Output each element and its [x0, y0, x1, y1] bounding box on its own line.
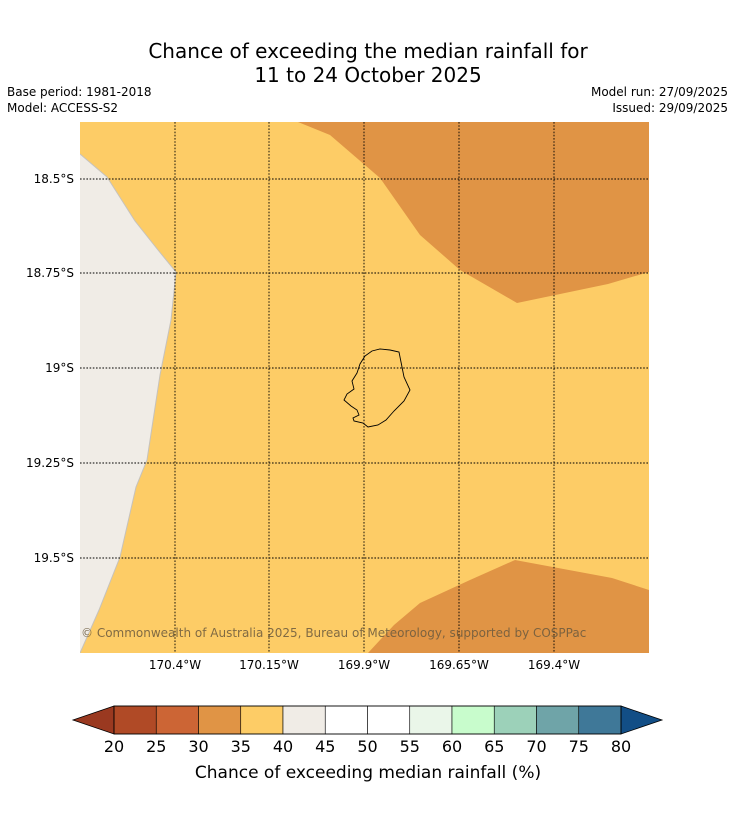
colorbar-tick-label: 40	[273, 737, 293, 756]
colorbar-segment	[451, 705, 495, 735]
lon-label-169-65: 169.65°W	[429, 658, 489, 672]
colorbar-tick-label: 60	[442, 737, 462, 756]
colorbar-under-arrow	[71, 705, 115, 735]
colorbar-segment	[536, 705, 580, 735]
niue-island-coastline	[343, 348, 411, 428]
chart-title-line-1: Chance of exceeding the median rainfall …	[148, 39, 588, 63]
colorbar-tick-label: 55	[400, 737, 420, 756]
colorbar-segment	[113, 705, 157, 735]
model-name: Model: ACCESS-S2	[7, 101, 119, 115]
lon-label-170-4: 170.4°W	[149, 658, 201, 672]
colorbar-segment	[493, 705, 537, 735]
copyright-text: © Commonwealth of Australia 2025, Bureau…	[81, 626, 586, 640]
lat-label-19-5: 19.5°S	[34, 551, 74, 565]
colorbar-segment	[409, 705, 453, 735]
colorbar-tick-label: 65	[484, 737, 504, 756]
colorbar-tick-label: 30	[188, 737, 208, 756]
colorbar-segment	[198, 705, 242, 735]
colorbar-tick-label: 35	[231, 737, 251, 756]
lat-label-18-75: 18.75°S	[26, 266, 74, 280]
colorbar: 20 25 30 35 40 45 50 55 60 65 70 75 80	[71, 705, 664, 756]
lat-label-19-25: 19.25°S	[26, 456, 74, 470]
colorbar-label: Chance of exceeding median rainfall (%)	[195, 763, 541, 783]
band-40-45-west	[80, 154, 176, 653]
lat-label-18-5: 18.5°S	[34, 172, 74, 186]
colorbar-segment	[282, 705, 326, 735]
contour-40	[80, 153, 177, 653]
colorbar-tick-label: 25	[146, 737, 166, 756]
colorbar-frame	[113, 705, 622, 735]
lon-label-169-4: 169.4°W	[528, 658, 580, 672]
map-area	[80, 122, 649, 653]
colorbar-over-arrow	[620, 705, 664, 735]
colorbar-segment	[155, 705, 199, 735]
model-run: Model run: 27/09/2025	[590, 85, 728, 99]
colorbar-segment	[240, 705, 284, 735]
colorbar-tick-label: 80	[611, 737, 631, 756]
colorbar-segment	[367, 705, 411, 735]
colorbar-tick-label: 70	[526, 737, 546, 756]
issued-date: Issued: 29/09/2025	[612, 101, 728, 115]
colorbar-tick-label: 20	[104, 737, 124, 756]
lat-axis-labels: 18.5°S 18.75°S 19°S 19.25°S 19.5°S	[26, 172, 74, 565]
colorbar-segment	[578, 705, 622, 735]
colorbar-tick-label: 50	[357, 737, 377, 756]
colorbar-tick-label: 75	[569, 737, 589, 756]
lat-label-19: 19°S	[45, 361, 74, 375]
lon-label-169-9: 169.9°W	[338, 658, 390, 672]
lon-label-170-15: 170.15°W	[239, 658, 299, 672]
base-period: Base period: 1981-2018	[7, 85, 152, 99]
chart-title-line-2: 11 to 24 October 2025	[254, 63, 482, 87]
colorbar-tick-label: 45	[315, 737, 335, 756]
colorbar-segment	[324, 705, 368, 735]
band-30-35-northeast	[298, 122, 649, 303]
gridlines	[80, 122, 649, 653]
band-30-35-southeast	[368, 560, 649, 653]
lon-axis-labels: 170.4°W 170.15°W 169.9°W 169.65°W 169.4°…	[149, 658, 580, 672]
